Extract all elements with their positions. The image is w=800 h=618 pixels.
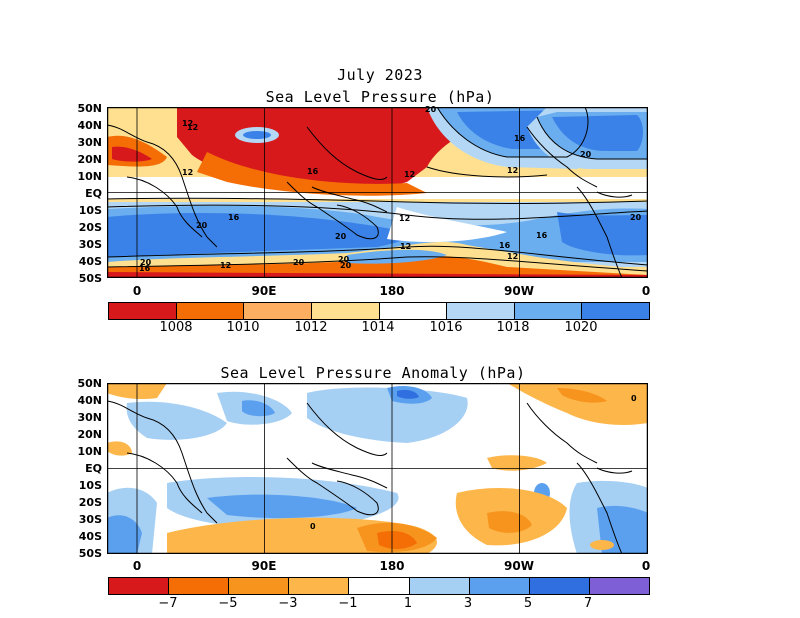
contour-label: 0 — [631, 394, 637, 403]
colorbar-swatch — [244, 303, 312, 319]
colorbar-label: 1014 — [361, 320, 395, 335]
contour-label: 16 — [536, 231, 548, 240]
colorbar-swatch — [289, 578, 350, 594]
bottom-colorbar — [108, 577, 650, 595]
colorbar-swatch — [447, 303, 515, 319]
lon-label: 90W — [504, 559, 534, 573]
lon-label: 180 — [379, 284, 405, 298]
bottom-map-title: Sea Level Pressure Anomaly (hPa) — [220, 364, 526, 382]
colorbar-swatch — [529, 578, 590, 594]
colorbar-swatch — [379, 303, 448, 319]
lon-label: 90E — [251, 284, 277, 298]
lat-label: 30S — [78, 513, 102, 526]
colorbar-swatch — [469, 578, 530, 594]
lat-label: 10S — [78, 204, 102, 217]
top-colorbar — [108, 302, 650, 320]
lon-label: 0 — [641, 284, 651, 298]
contour-label: 20 — [425, 105, 437, 114]
contour-label: 12 — [400, 242, 412, 251]
lat-label: 30N — [77, 411, 102, 424]
lat-label: 50N — [77, 102, 102, 115]
colorbar-swatch — [169, 578, 230, 594]
colorbar-swatch — [582, 303, 649, 319]
colorbar-label: 1012 — [294, 320, 328, 335]
lon-label: 0 — [132, 284, 142, 298]
colorbar-label: 5 — [523, 596, 533, 611]
lat-label: 10N — [77, 445, 102, 458]
contour-label: 12 — [404, 170, 416, 179]
colorbar-label: −5 — [218, 596, 238, 611]
lon-label: 0 — [132, 559, 142, 573]
contour-label: 20 — [335, 232, 347, 241]
colorbar-label: 1020 — [564, 320, 598, 335]
contour-label: 12 — [182, 168, 194, 177]
contour-label: 20 — [630, 213, 642, 222]
contour-label: 0 — [310, 522, 316, 531]
contour-label: 16 — [307, 167, 319, 176]
lat-label: 20N — [77, 428, 102, 441]
colorbar-label: −3 — [278, 596, 298, 611]
contour-label: 16 — [228, 213, 240, 222]
contour-label: 12 — [182, 119, 194, 128]
lon-label: 180 — [379, 559, 405, 573]
colorbar-label: 7 — [583, 596, 593, 611]
colorbar-label: 1010 — [226, 320, 260, 335]
colorbar-swatch — [109, 303, 177, 319]
colorbar-label: −7 — [158, 596, 178, 611]
colorbar-label: −1 — [338, 596, 358, 611]
colorbar-label: 1008 — [159, 320, 193, 335]
colorbar-label: 1016 — [429, 320, 463, 335]
bottom-map-plot — [107, 383, 648, 554]
colorbar-label: 1018 — [496, 320, 530, 335]
lon-label: 0 — [641, 559, 651, 573]
lon-label: 90E — [251, 559, 277, 573]
colorbar-swatch — [311, 303, 380, 319]
lat-label: 40N — [77, 119, 102, 132]
top-map-title: Sea Level Pressure (hPa) — [265, 88, 495, 106]
lat-label: 30N — [77, 136, 102, 149]
contour-label: 12 — [220, 261, 232, 270]
colorbar-swatch — [109, 578, 170, 594]
contour-label: 12 — [507, 166, 519, 175]
lat-label: 50S — [78, 547, 102, 560]
lat-label: 30S — [78, 238, 102, 251]
contour-label: 20 — [140, 258, 152, 267]
colorbar-swatch — [409, 578, 470, 594]
contour-label: 20 — [293, 258, 305, 267]
lat-label: 20N — [77, 153, 102, 166]
lat-label: 20S — [78, 221, 102, 234]
lat-label: 50S — [78, 272, 102, 285]
colorbar-label: 3 — [463, 596, 473, 611]
contour-label: 16 — [139, 264, 151, 273]
lat-label: 10S — [78, 479, 102, 492]
contour-label: 12 — [187, 123, 199, 132]
colorbar-swatch — [176, 303, 245, 319]
lat-label: 40S — [78, 255, 102, 268]
contour-label: 12 — [399, 214, 411, 223]
lat-label: 10N — [77, 170, 102, 183]
contour-label: 20 — [340, 261, 352, 270]
top-map-plot — [107, 107, 648, 278]
lat-label: EQ — [85, 187, 102, 200]
contour-label: 20 — [196, 221, 208, 230]
lat-label: 50N — [77, 377, 102, 390]
colorbar-swatch — [229, 578, 290, 594]
colorbar-swatch — [514, 303, 583, 319]
contour-label: 20 — [580, 150, 592, 159]
lon-label: 90W — [504, 284, 534, 298]
lat-label: 20S — [78, 496, 102, 509]
colorbar-swatch — [349, 578, 410, 594]
lat-label: 40S — [78, 530, 102, 543]
lat-label: 40N — [77, 394, 102, 407]
figure-date-title: July 2023 — [337, 66, 423, 84]
contour-label: 16 — [499, 241, 511, 250]
contour-label: 20 — [338, 255, 350, 264]
contour-label: 12 — [507, 252, 519, 261]
colorbar-label: 1 — [403, 596, 413, 611]
lat-label: EQ — [85, 462, 102, 475]
colorbar-swatch — [589, 578, 649, 594]
contour-label: 16 — [514, 134, 526, 143]
